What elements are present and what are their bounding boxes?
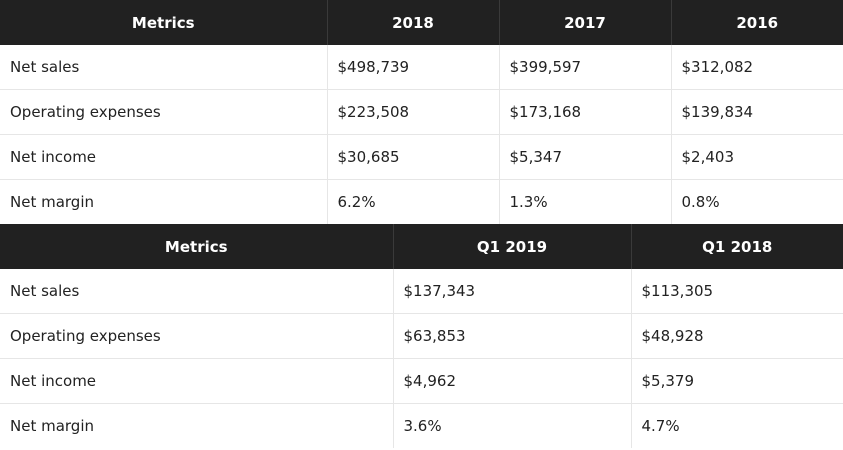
table-header-row: Metrics 2018 2017 2016: [0, 0, 843, 45]
table-row: Net sales $137,343 $113,305: [0, 269, 843, 314]
quarterly-metrics-table: Metrics Q1 2019 Q1 2018 Net sales $137,3…: [0, 224, 843, 448]
cell-value: $5,379: [631, 358, 843, 404]
cell-value: $139,834: [671, 89, 843, 135]
cell-value: $498,739: [327, 45, 500, 90]
column-header-metrics: Metrics: [0, 0, 328, 45]
cell-value: 1.3%: [499, 179, 672, 224]
cell-value: $2,403: [671, 134, 843, 180]
annual-metrics-table: Metrics 2018 2017 2016 Net sales $498,73…: [0, 0, 843, 224]
table-row: Operating expenses $223,508 $173,168 $13…: [0, 89, 843, 135]
cell-value: $5,347: [499, 134, 672, 180]
cell-value: $173,168: [499, 89, 672, 135]
column-header-2018: 2018: [327, 0, 500, 45]
table-row: Net income $4,962 $5,379: [0, 358, 843, 404]
cell-value: 4.7%: [631, 403, 843, 448]
row-label: Net sales: [0, 269, 394, 314]
row-label: Operating expenses: [0, 313, 394, 359]
table-row: Net margin 3.6% 4.7%: [0, 403, 843, 448]
cell-value: $48,928: [631, 313, 843, 359]
row-label: Net income: [0, 358, 394, 404]
cell-value: $63,853: [393, 313, 632, 359]
column-header-2016: 2016: [671, 0, 843, 45]
cell-value: $137,343: [393, 269, 632, 314]
cell-value: $30,685: [327, 134, 500, 180]
cell-value: $312,082: [681, 58, 754, 76]
cell-value: 3.6%: [393, 403, 632, 448]
cell-value: 6.2%: [327, 179, 500, 224]
row-label: Net income: [0, 134, 328, 180]
column-header-metrics: Metrics: [0, 224, 394, 269]
cell-value: 0.8%: [671, 179, 843, 224]
row-label: Net margin: [0, 179, 328, 224]
table-row: Net margin 6.2% 1.3% 0.8%: [0, 179, 843, 224]
cell-value: $399,597: [499, 45, 672, 90]
cell-value: $223,508: [327, 89, 500, 135]
column-header-2017: 2017: [499, 0, 672, 45]
cell-value: $113,305: [641, 282, 714, 300]
column-header-q1-2019: Q1 2019: [393, 224, 632, 269]
row-label: Operating expenses: [0, 89, 328, 135]
table-row: Operating expenses $63,853 $48,928: [0, 313, 843, 359]
cell-value: $4,962: [393, 358, 632, 404]
column-header-q1-2018: Q1 2018: [631, 224, 843, 269]
row-label: Net sales: [0, 45, 328, 90]
table-row: Net sales $498,739 $399,597 $312,082: [0, 45, 843, 90]
table-header-row: Metrics Q1 2019 Q1 2018: [0, 224, 843, 269]
table-row: Net income $30,685 $5,347 $2,403: [0, 134, 843, 180]
row-label: Net margin: [0, 403, 394, 448]
